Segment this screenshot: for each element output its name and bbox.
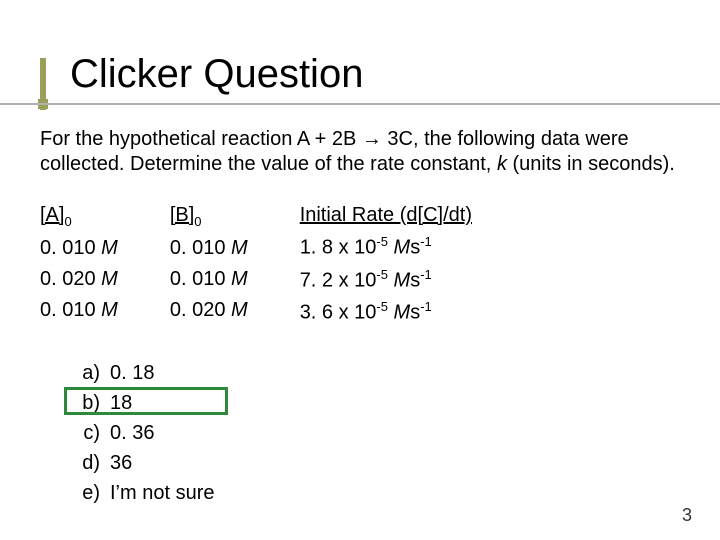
col-b-header-sub: 0 [194, 214, 201, 229]
title-underline [0, 103, 720, 105]
col-b-row-2: 0. 020 M [170, 298, 248, 323]
page-number: 3 [682, 505, 692, 526]
answer-c[interactable]: c) 0. 36 [74, 418, 680, 448]
col-a-unit-0: M [101, 237, 118, 259]
answer-c-text: 0. 36 [110, 418, 154, 448]
column-b: [B]0 0. 010 M 0. 010 M 0. 020 M [170, 203, 248, 326]
slide: Clicker Question For the hypothetical re… [0, 0, 720, 540]
col-a-unit-1: M [101, 268, 118, 290]
answer-b-text: 18 [110, 388, 132, 418]
question-prompt: For the hypothetical reaction A + 2B → 3… [40, 127, 680, 177]
column-a-header: [A]0 [40, 203, 118, 230]
col-rate-row-1: 7. 2 x 10-5 Ms-1 [300, 267, 472, 294]
col-a-val-0: 0. 010 [40, 237, 96, 259]
col-b-unit-0: M [231, 237, 248, 259]
col-a-header-sub: 0 [64, 214, 71, 229]
col-b-row-0: 0. 010 M [170, 236, 248, 261]
rate-unitexp-2: -1 [420, 299, 432, 314]
rate-unitpre-0: M [388, 237, 410, 259]
rate-unitpost-1: s [410, 269, 420, 291]
answer-e-label: e) [74, 478, 100, 508]
rate-coef-0: 1. 8 x 10 [300, 237, 377, 259]
answer-d-label: d) [74, 448, 100, 478]
answer-e-text: I’m not sure [110, 478, 214, 508]
rate-unitpost-2: s [410, 302, 420, 324]
col-b-val-1: 0. 010 [170, 268, 226, 290]
col-a-row-1: 0. 020 M [40, 267, 118, 292]
column-a: [A]0 0. 010 M 0. 020 M 0. 010 M [40, 203, 118, 326]
answer-d-text: 36 [110, 448, 132, 478]
col-b-val-2: 0. 020 [170, 299, 226, 321]
column-b-header: [B]0 [170, 203, 248, 230]
rate-unitexp-1: -1 [420, 267, 432, 282]
rate-exp-1: -5 [376, 267, 388, 282]
col-a-header-base: [A] [40, 204, 64, 226]
col-rate-row-2: 3. 6 x 10-5 Ms-1 [300, 299, 472, 326]
col-b-unit-1: M [231, 268, 248, 290]
column-rate: Initial Rate (d[C]/dt) 1. 8 x 10-5 Ms-1 … [300, 203, 472, 326]
answer-c-label: c) [74, 418, 100, 448]
prompt-arrow: → [362, 128, 382, 150]
col-b-row-1: 0. 010 M [170, 267, 248, 292]
data-table: [A]0 0. 010 M 0. 020 M 0. 010 M [B]0 0. … [40, 203, 680, 326]
answer-a[interactable]: a) 0. 18 [74, 358, 680, 388]
answer-d[interactable]: d) 36 [74, 448, 680, 478]
answer-e[interactable]: e) I’m not sure [74, 478, 680, 508]
rate-coef-1: 7. 2 x 10 [300, 269, 377, 291]
answer-b[interactable]: b) 18 [74, 388, 680, 418]
title-block: Clicker Question [70, 52, 680, 97]
answer-b-label: b) [74, 388, 100, 418]
slide-title: Clicker Question [70, 52, 680, 97]
col-a-unit-2: M [101, 299, 118, 321]
prompt-tail: (units in seconds). [507, 153, 675, 175]
column-rate-header: Initial Rate (d[C]/dt) [300, 203, 472, 228]
prompt-k: k [497, 153, 507, 175]
col-rate-row-0: 1. 8 x 10-5 Ms-1 [300, 234, 472, 261]
rate-exp-0: -5 [376, 234, 388, 249]
col-a-row-0: 0. 010 M [40, 236, 118, 261]
col-a-row-2: 0. 010 M [40, 298, 118, 323]
rate-unitexp-0: -1 [420, 234, 432, 249]
prompt-pre: For the hypothetical reaction A + 2B [40, 128, 362, 150]
col-b-header-base: [B] [170, 204, 194, 226]
rate-coef-2: 3. 6 x 10 [300, 302, 377, 324]
slide-body: For the hypothetical reaction A + 2B → 3… [40, 127, 680, 508]
rate-unitpre-2: M [388, 302, 410, 324]
rate-exp-2: -5 [376, 299, 388, 314]
col-b-unit-2: M [231, 299, 248, 321]
answer-a-text: 0. 18 [110, 358, 154, 388]
col-a-val-2: 0. 010 [40, 299, 96, 321]
col-a-val-1: 0. 020 [40, 268, 96, 290]
answer-a-label: a) [74, 358, 100, 388]
rate-unitpre-1: M [388, 269, 410, 291]
col-b-val-0: 0. 010 [170, 237, 226, 259]
rate-unitpost-0: s [410, 237, 420, 259]
answer-list: a) 0. 18 b) 18 c) 0. 36 d) 36 e) I’m not sure [74, 358, 680, 508]
